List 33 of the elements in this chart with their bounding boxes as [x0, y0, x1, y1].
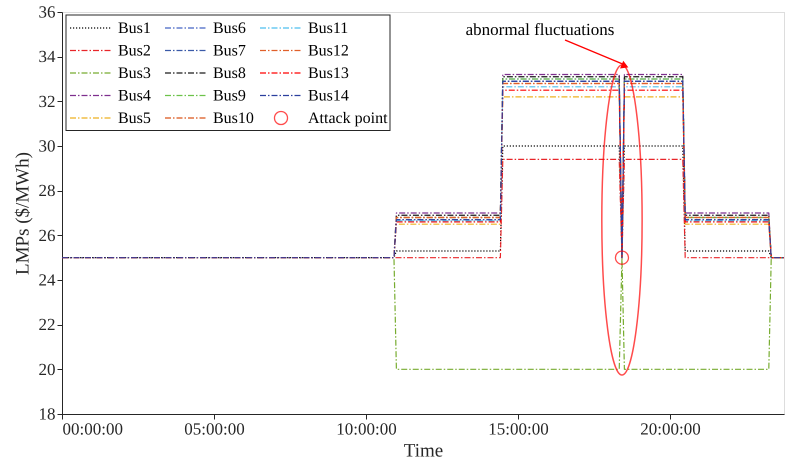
y-tick-label: 34 — [38, 47, 56, 66]
legend-label: Bus5 — [118, 110, 151, 127]
legend-label: Bus1 — [118, 20, 151, 37]
x-tick-label: 10:00:00 — [336, 420, 397, 438]
y-tick-label: 30 — [38, 136, 56, 156]
y-tick-label: 26 — [38, 226, 56, 245]
legend-label: Bus8 — [213, 65, 246, 82]
legend-label: Bus9 — [213, 88, 246, 104]
legend-label: Bus7 — [213, 42, 246, 60]
legend-label: Bus2 — [118, 42, 151, 60]
legend-label: Bus12 — [308, 42, 349, 60]
x-axis-title: Time — [404, 440, 444, 462]
y-tick-label: 36 — [38, 2, 56, 22]
y-tick-label: 20 — [38, 360, 56, 379]
x-tick-label: 05:00:00 — [184, 420, 245, 438]
y-tick-label: 32 — [38, 92, 56, 111]
legend-label: Bus14 — [308, 88, 349, 104]
legend-label: Bus11 — [308, 20, 348, 37]
y-tick-label: 18 — [38, 404, 56, 424]
x-tick-label: 20:00:00 — [640, 420, 701, 438]
y-tick-label: 24 — [38, 270, 56, 290]
legend-label: Bus3 — [118, 65, 151, 82]
legend-label: Bus6 — [213, 20, 246, 37]
y-axis-title: LMPs ($/MWh) — [12, 152, 34, 275]
x-tick-label: 00:00:00 — [62, 420, 123, 438]
legend-label: Bus10 — [213, 110, 254, 127]
y-tick-label: 22 — [38, 315, 56, 334]
legend-label: Bus13 — [308, 65, 349, 82]
annotation: abnormal fluctuations — [466, 20, 614, 39]
y-tick-label: 28 — [38, 181, 56, 200]
legend-label: Attack point — [308, 110, 388, 127]
x-tick-label: 15:00:00 — [488, 420, 549, 438]
legend-label: Bus4 — [118, 88, 151, 104]
